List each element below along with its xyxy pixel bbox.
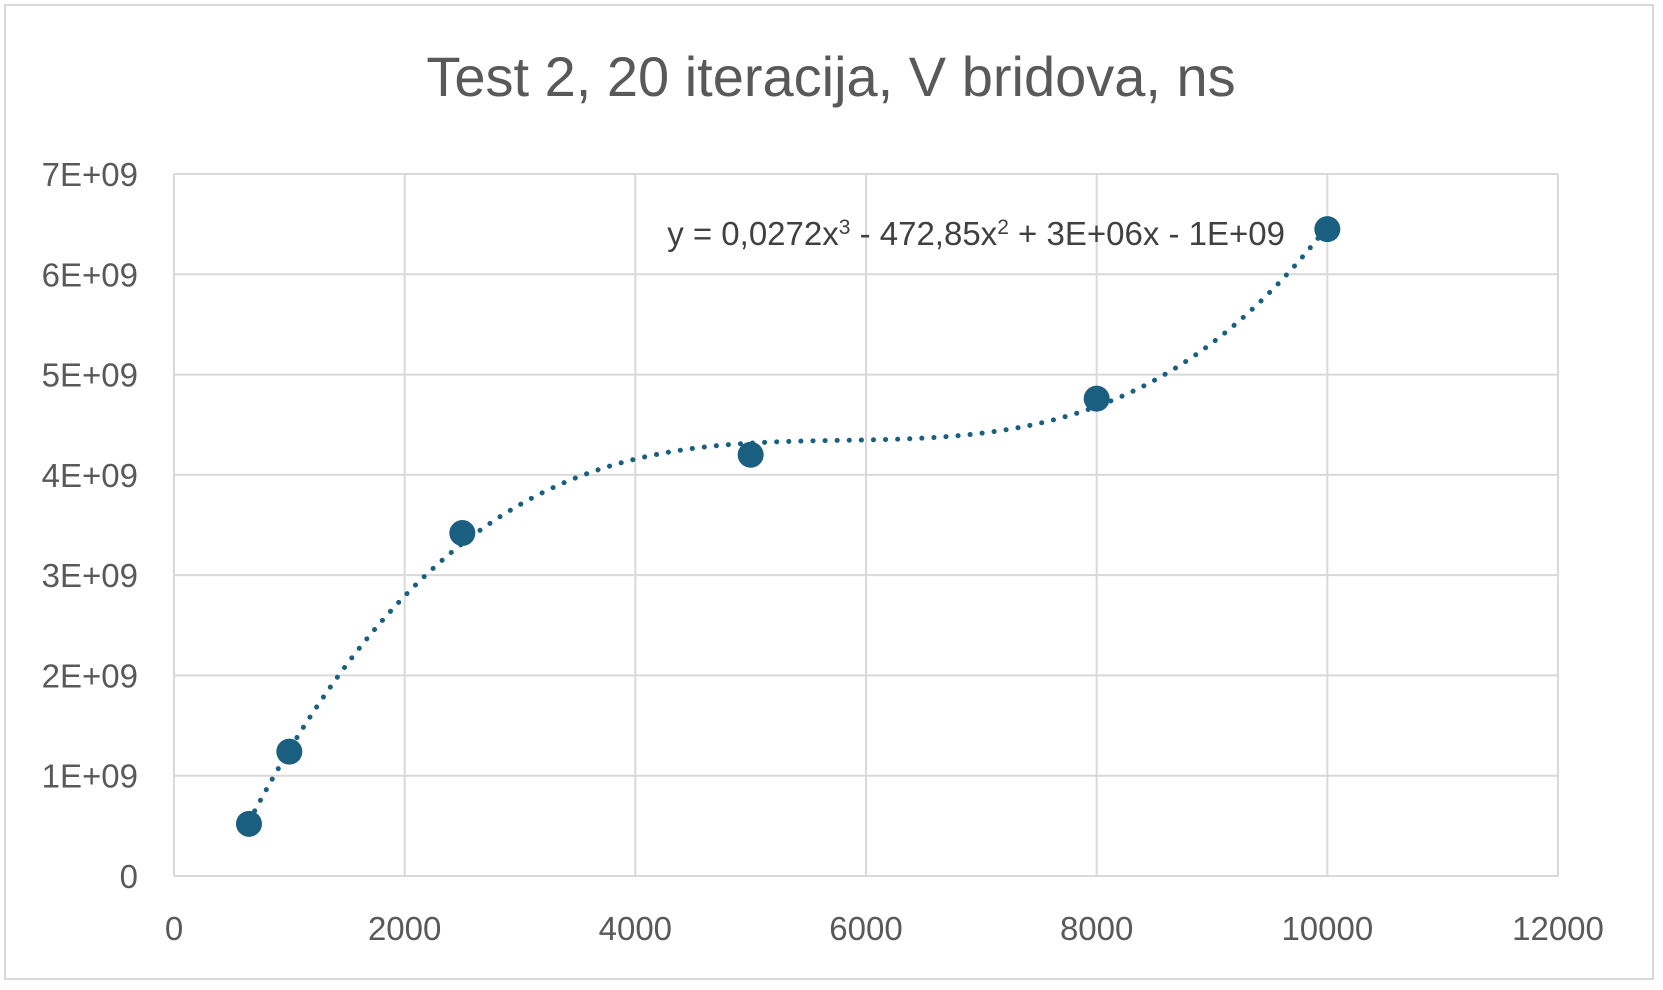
y-tick-label: 1E+09 <box>42 758 138 795</box>
chart-frame <box>4 4 1654 980</box>
y-tick-label: 0 <box>120 858 138 895</box>
data-points <box>235 216 1341 837</box>
y-tick-label: 7E+09 <box>42 156 138 193</box>
data-point-5 <box>1314 216 1341 243</box>
data-point-0 <box>235 810 262 837</box>
data-point-1 <box>276 738 303 765</box>
data-point-3 <box>737 441 764 468</box>
x-tick-label: 8000 <box>1060 910 1133 947</box>
x-tick-label: 10000 <box>1281 910 1373 947</box>
y-tick-label: 4E+09 <box>42 457 138 494</box>
grid <box>173 173 1559 877</box>
x-tick-label: 12000 <box>1512 910 1604 947</box>
x-tick-label: 4000 <box>599 910 672 947</box>
y-tick-label: 5E+09 <box>42 357 138 394</box>
y-tick-label: 6E+09 <box>42 256 138 293</box>
data-point-2 <box>449 520 476 547</box>
x-tick-label: 6000 <box>829 910 902 947</box>
y-axis-ticks: 0 1E+09 2E+09 3E+09 4E+09 5E+09 6E+09 7E+09 <box>42 156 138 895</box>
y-tick-label: 3E+09 <box>42 557 138 594</box>
x-axis-ticks: 0 2000 4000 6000 8000 10000 12000 <box>165 910 1604 947</box>
data-point-4 <box>1083 385 1110 412</box>
chart-title: Test 2, 20 iteracija, V bridova, ns <box>426 45 1235 108</box>
x-tick-label: 2000 <box>368 910 441 947</box>
y-tick-label: 2E+09 <box>42 657 138 694</box>
trendline-equation: y = 0,0272x3 - 472,85x2 + 3E+06x - 1E+09 <box>667 215 1285 252</box>
trendline <box>246 223 1330 825</box>
x-tick-label: 0 <box>165 910 183 947</box>
